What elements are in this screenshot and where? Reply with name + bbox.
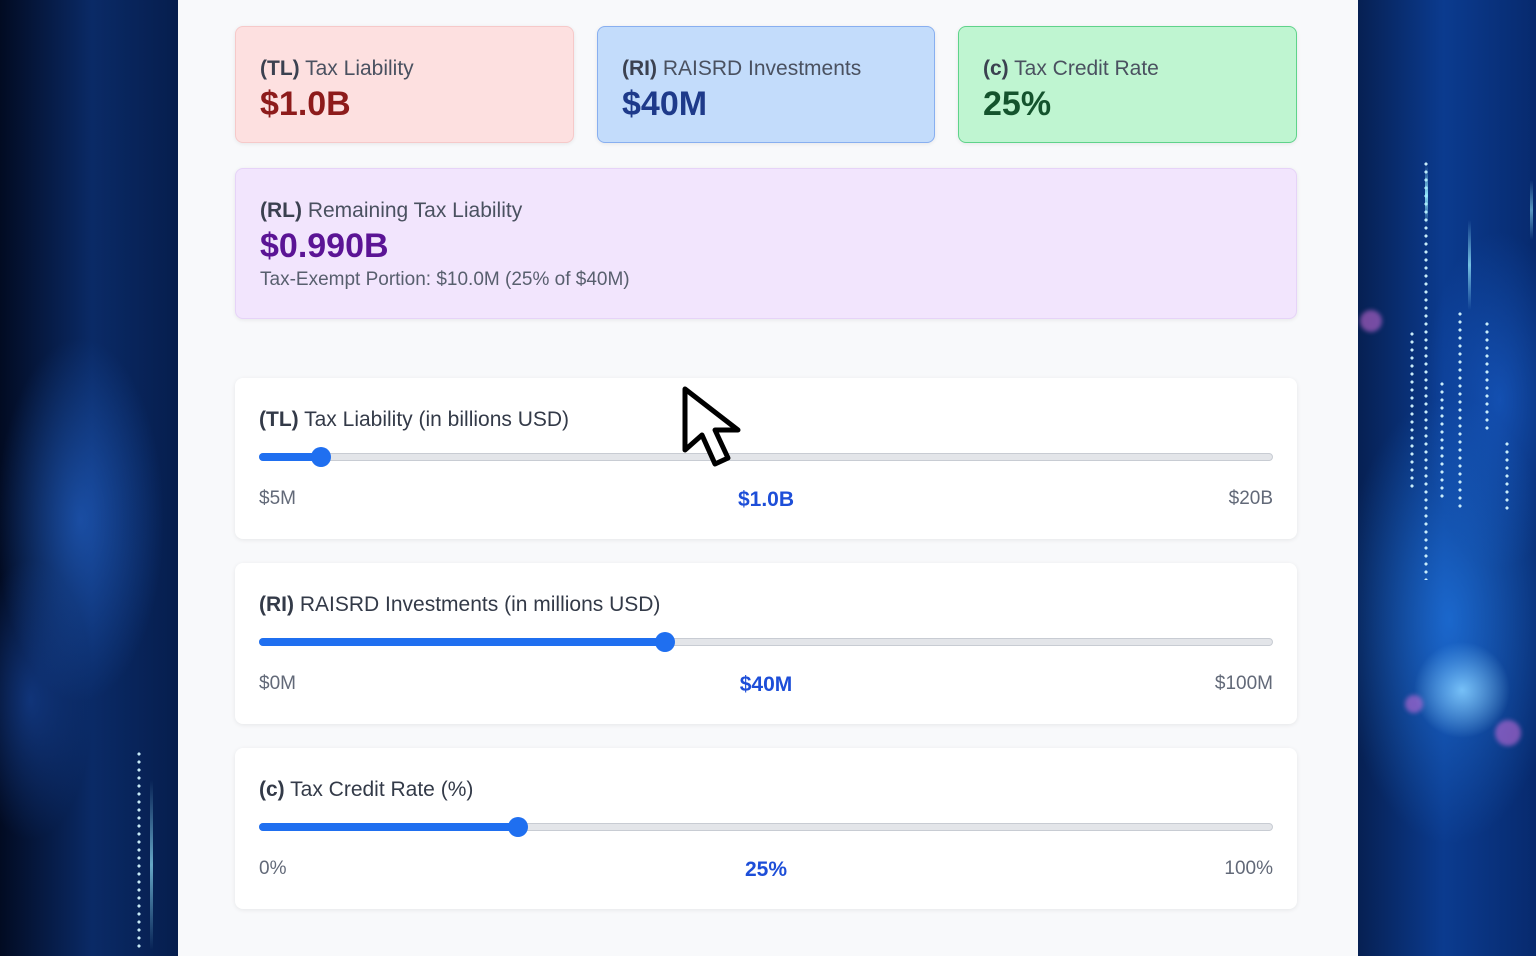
raisrd-investments-card-label: (RI) RAISRD Investments (622, 55, 934, 83)
light-dots-decoration (1440, 380, 1444, 500)
remaining-liability-label-text: Remaining Tax Liability (307, 199, 523, 222)
light-dots-decoration (1410, 330, 1414, 490)
tax-liability-card-label: (TL) Tax Liability (260, 55, 573, 83)
tax-liability-max-label: $20B (1228, 488, 1273, 509)
raisrd-investments-abbr: (RI) (622, 57, 657, 80)
tax-credit-rate-slider-fill (259, 823, 518, 831)
tax-credit-rate-min-label: 0% (259, 858, 287, 879)
light-streak-decoration (150, 780, 153, 950)
tax-credit-rate-card-label: (c) Tax Credit Rate (983, 55, 1296, 83)
tax-liability-abbr: (TL) (260, 57, 300, 80)
light-dots-decoration (137, 750, 141, 950)
light-streak-decoration (1468, 220, 1471, 310)
raisrd-investments-slider-title: (RI) RAISRD Investments (in millions USD… (259, 593, 660, 617)
tax-liability-card: (TL) Tax Liability $1.0B (235, 26, 574, 143)
tax-credit-rate-max-label: 100% (1224, 858, 1273, 879)
tax-liability-slider[interactable] (259, 447, 1273, 467)
light-dots-decoration (1458, 310, 1462, 510)
raisrd-investments-slider[interactable] (259, 632, 1273, 652)
light-dots-decoration (1424, 160, 1428, 580)
raisrd-investments-slider-card: (RI) RAISRD Investments (in millions USD… (235, 563, 1297, 724)
tax-liability-current-value: $1.0B (737, 488, 795, 511)
light-streak-decoration (1425, 165, 1428, 225)
tax-liability-value: $1.0B (260, 85, 351, 123)
bokeh-decoration (1495, 720, 1521, 746)
light-dots-decoration (1485, 320, 1489, 430)
raisrd-investments-value: $40M (622, 85, 708, 123)
tax-liability-slider-fill (259, 453, 320, 461)
mouse-pointer-icon (682, 386, 741, 467)
tax-credit-rate-abbr: (c) (983, 57, 1009, 80)
tax-credit-rate-slider-title-text: Tax Credit Rate (%) (290, 778, 474, 801)
raisrd-investments-slider-fill (259, 638, 664, 646)
tax-liability-min-label: $5M (259, 488, 296, 509)
tax-credit-rate-current-value: 25% (744, 858, 788, 881)
tax-credit-rate-slider-title: (c) Tax Credit Rate (%) (259, 778, 473, 802)
raisrd-investments-slider-abbr: (RI) (259, 593, 294, 616)
tax-liability-slider-card: (TL) Tax Liability (in billions USD) $5M… (235, 378, 1297, 539)
tax-liability-slider-thumb[interactable] (310, 447, 331, 467)
remaining-liability-abbr: (RL) (260, 199, 302, 222)
tax-credit-rate-slider-card: (c) Tax Credit Rate (%) 0% 25% 100% (235, 748, 1297, 909)
tax-credit-rate-slider[interactable] (259, 817, 1273, 837)
tax-liability-slider-abbr: (TL) (259, 408, 299, 431)
raisrd-investments-current-value: $40M (739, 673, 793, 696)
light-dots-decoration (1505, 440, 1509, 510)
tax-exempt-portion-text: Tax-Exempt Portion: $10.0M (25% of $40M) (260, 269, 630, 290)
raisrd-investments-max-label: $100M (1214, 673, 1273, 694)
remaining-liability-card: (RL) Remaining Tax Liability $0.990B Tax… (235, 168, 1297, 319)
tax-credit-rate-slider-abbr: (c) (259, 778, 285, 801)
tax-liability-slider-title-text: Tax Liability (in billions USD) (304, 408, 570, 431)
remaining-liability-card-label: (RL) Remaining Tax Liability (260, 197, 1296, 225)
raisrd-investments-card: (RI) RAISRD Investments $40M (597, 26, 935, 143)
raisrd-investments-slider-thumb[interactable] (654, 632, 675, 652)
tax-credit-rate-value: 25% (983, 85, 1052, 123)
tax-liability-label-text: Tax Liability (305, 57, 414, 80)
tax-credit-rate-slider-thumb[interactable] (508, 817, 529, 837)
raisrd-investments-slider-title-text: RAISRD Investments (in millions USD) (299, 593, 661, 616)
tax-credit-rate-label-text: Tax Credit Rate (1014, 57, 1159, 80)
raisrd-investments-label-text: RAISRD Investments (662, 57, 862, 80)
tax-credit-rate-card: (c) Tax Credit Rate 25% (958, 26, 1297, 143)
raisrd-investments-min-label: $0M (259, 673, 296, 694)
bokeh-decoration (1360, 310, 1382, 332)
remaining-liability-value: $0.990B (260, 227, 389, 265)
bokeh-decoration (1405, 695, 1423, 713)
calculator-panel: (TL) Tax Liability $1.0B (RI) RAISRD Inv… (178, 0, 1358, 956)
tax-liability-slider-title: (TL) Tax Liability (in billions USD) (259, 408, 569, 432)
light-streak-decoration (1530, 180, 1533, 240)
